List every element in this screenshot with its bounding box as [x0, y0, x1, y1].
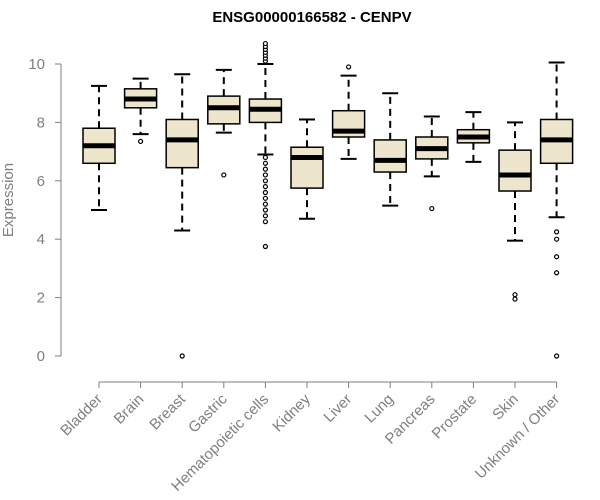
box-group [456, 111, 491, 163]
x-tick-label: Bladder [57, 391, 106, 440]
box-group [331, 64, 366, 160]
iqr-box [165, 118, 199, 169]
box-group [207, 68, 241, 178]
box-group [290, 118, 324, 220]
outlier-point [262, 40, 268, 47]
outlier-point [512, 296, 518, 302]
box-group [82, 84, 116, 211]
y-tick-label: 6 [37, 173, 45, 190]
outlier-point [262, 184, 268, 190]
y-tick-label: 4 [37, 231, 45, 248]
outlier-point [262, 195, 268, 201]
outlier-point [138, 138, 144, 144]
box-group [123, 77, 158, 144]
outlier-point [262, 160, 268, 166]
x-tick-label: Liver [320, 391, 355, 426]
box-group [498, 121, 532, 302]
y-axis: 0 2 4 6 8 10 [28, 56, 62, 365]
x-tick-label: Kidney [269, 390, 314, 435]
outlier-point [262, 207, 268, 213]
outlier-point [553, 229, 560, 235]
outlier-point [512, 292, 518, 298]
box-group [248, 40, 283, 250]
chart-title: ENSG00000166582 - CENPV [212, 9, 411, 26]
box-group [373, 92, 407, 207]
x-tick-label: Breast [146, 390, 189, 433]
outlier-point [553, 270, 560, 276]
box-group [539, 61, 574, 359]
x-tick-label: Skin [489, 391, 522, 424]
iqr-box [373, 139, 407, 173]
x-tick-label: Brain [111, 391, 148, 428]
outlier-point [262, 166, 268, 172]
outlier-point [553, 353, 560, 359]
y-tick-label: 8 [37, 114, 45, 131]
boxes [82, 40, 574, 359]
box-group [165, 73, 199, 359]
outlier-point [221, 172, 227, 178]
outlier-point [262, 201, 268, 207]
outlier-point [262, 154, 268, 161]
iqr-box [290, 146, 324, 189]
outlier-point [262, 243, 268, 250]
y-axis-label: Expression [0, 163, 17, 237]
outlier-point [553, 254, 560, 260]
outlier-point [553, 236, 560, 242]
y-tick-label: 10 [28, 56, 45, 73]
y-tick-label: 2 [37, 290, 45, 307]
box-group [415, 115, 449, 212]
outlier-point [262, 219, 268, 225]
x-tick-label: Prostate [429, 391, 481, 443]
outlier-point [262, 213, 268, 219]
outlier-point [262, 178, 268, 184]
outlier-point [262, 172, 268, 178]
outlier-point [346, 64, 352, 70]
outlier-point [179, 353, 185, 359]
outlier-point [262, 189, 268, 196]
outlier-point [429, 205, 435, 212]
iqr-box [498, 149, 532, 192]
x-tick-label: Lung [361, 391, 397, 427]
y-tick-label: 0 [37, 348, 45, 365]
